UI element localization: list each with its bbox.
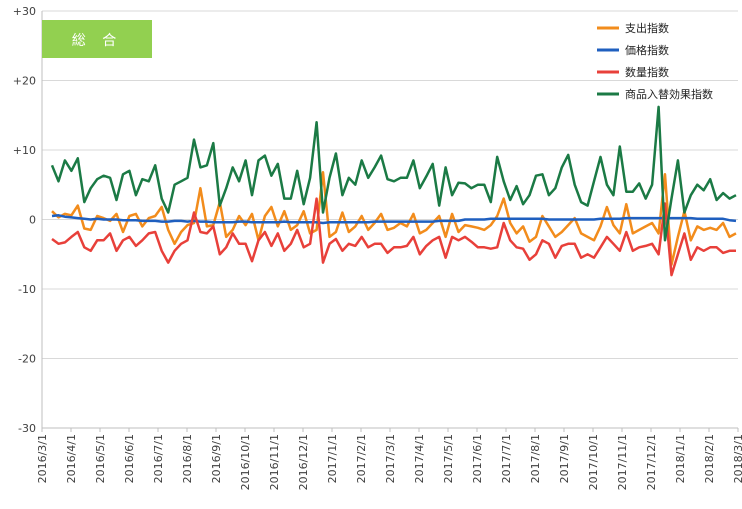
y-tick-label: +30 [13,5,36,18]
x-tick-label: 2018/1/1 [674,434,687,483]
x-tick-label: 2016/10/1 [239,434,252,490]
x-tick-label: 2017/5/1 [442,434,455,483]
x-tick-label: 2016/4/1 [65,434,78,483]
x-tick-label: 2017/4/1 [413,434,426,483]
x-tick-label: 2016/12/1 [297,434,310,490]
x-tick-label: 2017/10/1 [587,434,600,490]
y-tick-labels: +30 +20 +10 0 -10 -20 -30 [13,5,36,435]
series-line-3 [50,105,737,242]
series-lines [50,105,737,277]
x-tick-label: 2016/6/1 [123,434,136,483]
x-tick-label: 2017/11/1 [616,434,629,490]
x-tick-label: 2018/3/1 [732,434,742,483]
y-tick-label: -30 [18,422,36,435]
x-tick-label: 2016/5/1 [94,434,107,483]
legend-label: 価格指数 [625,43,669,57]
legend-label: 商品入替効果指数 [625,87,713,101]
series-line-2 [51,197,736,277]
title-badge-background [42,20,152,58]
x-tick-label: 2016/11/1 [268,434,281,490]
x-tick-label: 2017/2/1 [355,434,368,483]
x-tick-label: 2016/7/1 [152,434,165,483]
x-tick-labels: 2016/3/1 2016/4/1 2016/5/1 2016/6/1 2016/7/1… [36,434,742,490]
x-tick-label: 2017/12/1 [645,434,658,490]
x-tick-label: 2018/2/1 [703,434,716,483]
title-badge: 総 合 [42,20,152,58]
legend-label: 支出指数 [625,21,669,35]
legend-label: 数量指数 [625,65,669,79]
y-tick-label: -10 [18,283,36,296]
x-tick-label: 2017/8/1 [529,434,542,483]
x-tick-label: 2016/9/1 [210,434,223,483]
axes [41,11,739,432]
x-tick-label: 2016/3/1 [36,434,49,483]
x-tick-label: 2017/6/1 [471,434,484,483]
x-tick-label: 2017/7/1 [500,434,513,483]
x-tick-label: 2017/1/1 [326,434,339,483]
x-tick-label: 2017/9/1 [558,434,571,483]
series-line-1 [51,214,737,225]
y-tick-label: -20 [18,353,36,366]
x-tick-label: 2016/8/1 [181,434,194,483]
y-tick-label: +20 [13,75,36,88]
title-badge-text: 総 合 [72,33,122,49]
y-tick-label: +10 [13,144,36,157]
x-tick-label: 2017/3/1 [384,434,397,483]
y-tick-label: 0 [29,214,36,227]
